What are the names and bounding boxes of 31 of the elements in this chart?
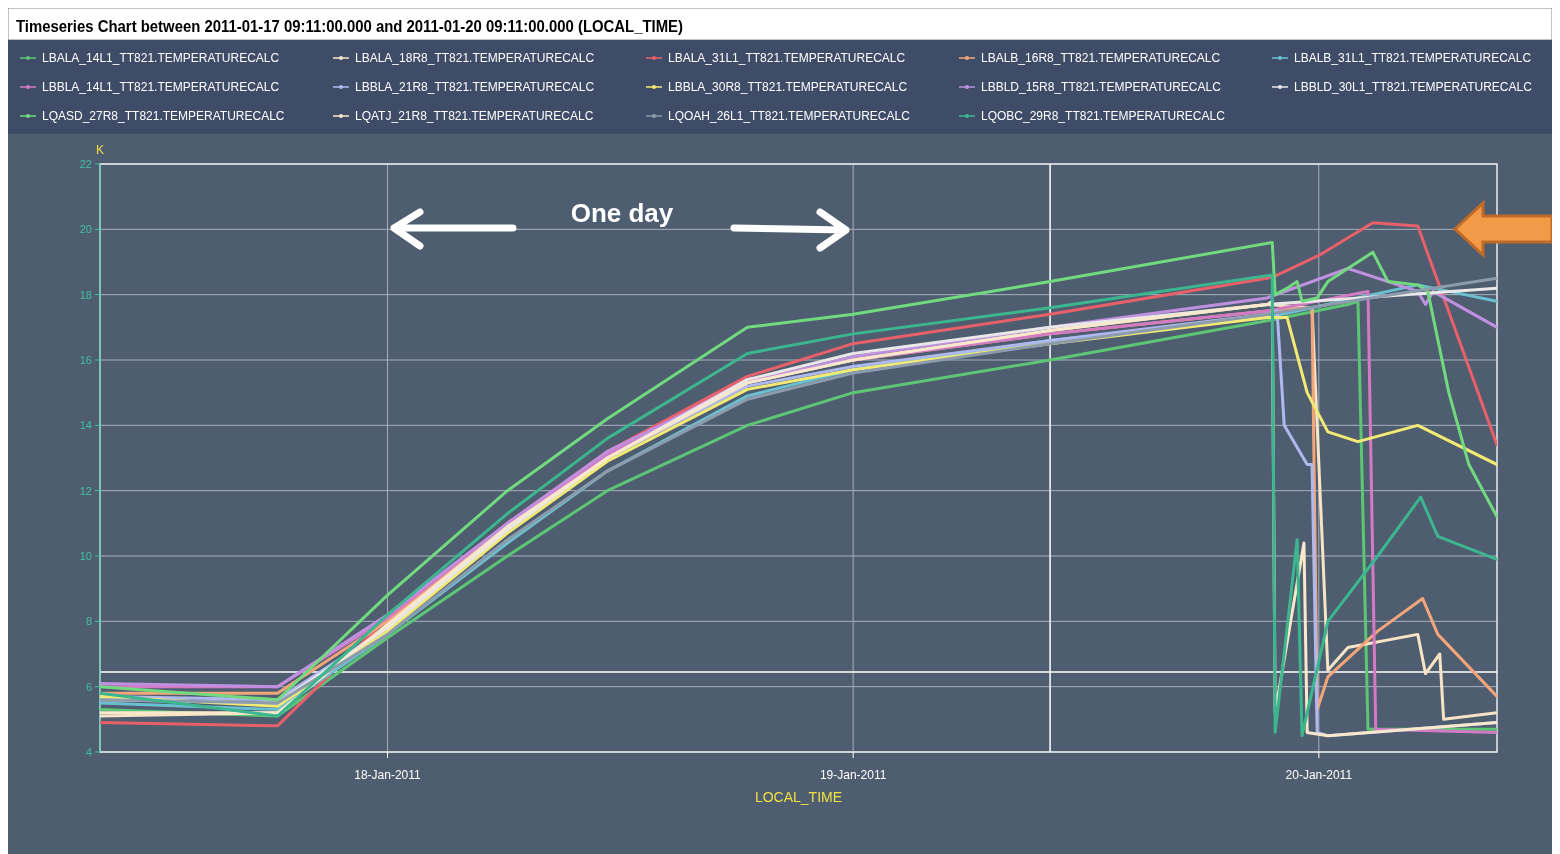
legend-label: LQOBC_29R8_TT821.TEMPERATURECALC [981, 109, 1226, 123]
x-axis-title: LOCAL_TIME [754, 789, 843, 805]
legend-label: LQATJ_21R8_TT821.TEMPERATURECALC [355, 109, 594, 123]
y-tick-label: 8 [85, 615, 92, 628]
chart-title: Timeseries Chart between 2011-01-17 09:11:00.000 and 2011-01-20 09:11:00.000 (LOCAL_TIME) [16, 18, 733, 35]
x-tick-label: 20-Jan-2011 [1285, 768, 1353, 782]
legend-label: LBALA_18R8_TT821.TEMPERATURECALC [355, 51, 595, 65]
legend-label: LBBLA_14L1_TT821.TEMPERATURECALC [42, 80, 280, 94]
y-tick-label: 12 [79, 484, 92, 497]
legend-label: LBBLA_30R8_TT821.TEMPERATURECALC [668, 80, 908, 94]
y-tick-label: 16 [79, 354, 92, 366]
legend-label: LBBLD_15R8_TT821.TEMPERATURECALC [981, 80, 1222, 94]
legend-label: LBBLA_21R8_TT821.TEMPERATURECALC [355, 80, 595, 94]
legend-label: LQOAH_26L1_TT821.TEMPERATURECALC [668, 109, 911, 123]
y-tick-label: 6 [85, 680, 92, 693]
y-tick-label: 10 [79, 550, 92, 562]
legend-label: LBBLD_30L1_TT821.TEMPERATURECALC [1294, 80, 1533, 94]
x-tick-label: 18-Jan-2011 [354, 768, 422, 782]
y-tick-label: 4 [85, 746, 92, 758]
y-tick-label: 18 [79, 288, 92, 301]
y-tick-label: 20 [79, 223, 92, 236]
legend-label: LBALB_31L1_TT821.TEMPERATURECALC [1294, 51, 1532, 65]
legend-label: LBALB_16R8_TT821.TEMPERATURECALC [981, 51, 1221, 65]
y-tick-label: 22 [79, 158, 92, 170]
y-axis-title: K [95, 143, 105, 157]
legend-label: LBALA_31L1_TT821.TEMPERATURECALC [668, 51, 906, 65]
legend-label: LBALA_14L1_TT821.TEMPERATURECALC [42, 51, 280, 65]
y-tick-label: 14 [79, 419, 92, 432]
legend-label: LQASD_27R8_TT821.TEMPERATURECALC [42, 109, 285, 123]
x-tick-label: 19-Jan-2011 [819, 768, 887, 782]
annotation: One day [570, 198, 674, 228]
